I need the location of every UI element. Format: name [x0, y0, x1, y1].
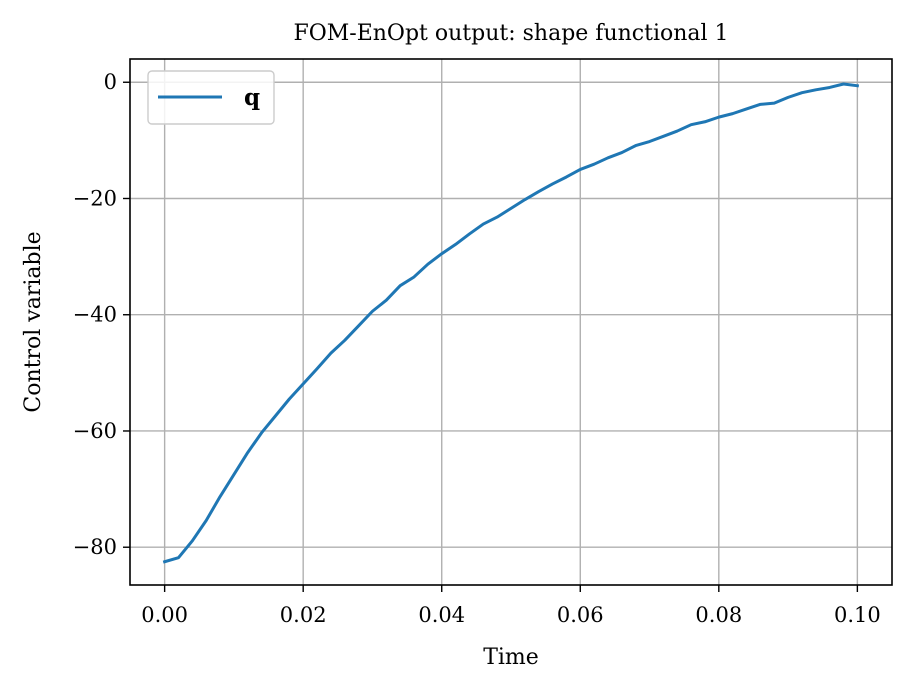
y-tick-label: −40: [73, 303, 117, 327]
y-tick-label: −20: [73, 186, 117, 210]
chart-title: FOM-EnOpt output: shape functional 1: [293, 21, 728, 46]
x-tick-label: 0.06: [557, 603, 604, 627]
series-line-q: [162, 82, 860, 564]
legend: q: [147, 70, 275, 125]
x-tick-label: 0.00: [141, 603, 188, 627]
y-axis-label: Control variable: [21, 231, 46, 412]
y-tick-label: −80: [73, 535, 117, 559]
x-axis-label: Time: [483, 645, 539, 670]
x-tick-label: 0.02: [280, 603, 327, 627]
axis-ticks: 0.00 0.02 0.04 0.06 0.08 0.10 0 −20 −40 −60 −80: [73, 70, 881, 627]
x-tick-label: 0.04: [418, 603, 465, 627]
series-layer: [162, 82, 860, 564]
legend-label-q: q: [244, 84, 260, 111]
y-tick-label: 0: [104, 70, 117, 94]
plot-frame: [129, 58, 893, 586]
y-tick-label: −60: [73, 419, 117, 443]
grid: [130, 59, 892, 585]
x-tick-label: 0.10: [834, 603, 881, 627]
x-tick-label: 0.08: [695, 603, 742, 627]
